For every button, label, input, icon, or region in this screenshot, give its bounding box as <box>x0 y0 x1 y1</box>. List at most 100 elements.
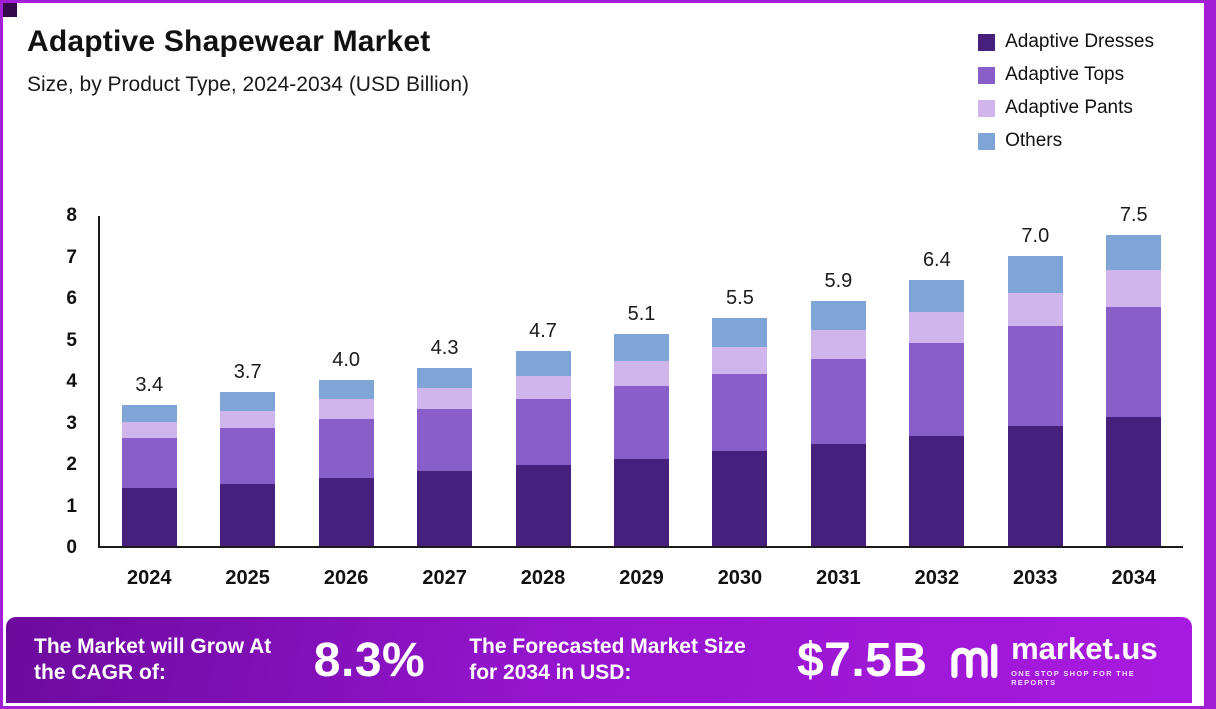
bar-group: 4.3 2027 <box>405 216 485 589</box>
bar-segment-adaptive-dresses <box>121 487 177 546</box>
bar-segment-adaptive-pants <box>121 421 177 439</box>
bar-total-label: 4.7 <box>529 319 557 342</box>
bar-segment-others <box>318 380 374 399</box>
bar-group: 7.0 2033 <box>995 216 1075 589</box>
bar-segment-adaptive-dresses <box>515 465 571 546</box>
bar-segment-adaptive-pants <box>515 375 571 399</box>
bar-group: 4.7 2028 <box>503 216 583 589</box>
bar-segment-adaptive-dresses <box>1106 417 1162 546</box>
y-tick-label: 1 <box>66 495 77 517</box>
stacked-bar <box>318 380 374 546</box>
x-axis-label: 2027 <box>422 567 467 589</box>
page-subtitle: Size, by Product Type, 2024-2034 (USD Bi… <box>27 73 470 96</box>
bar-segment-adaptive-tops <box>417 409 473 472</box>
bar-segment-adaptive-pants <box>1007 292 1063 327</box>
marketus-logo: market.us One Stop Shop For The Reports <box>950 633 1164 687</box>
x-axis-label: 2034 <box>1111 567 1157 589</box>
bar-segment-adaptive-dresses <box>613 458 669 546</box>
bar-segment-adaptive-tops <box>1106 307 1162 418</box>
y-tick-label: 3 <box>66 412 77 434</box>
legend-swatch-icon <box>978 99 996 117</box>
stacked-bar <box>613 334 669 546</box>
stacked-bar <box>712 317 768 546</box>
bar-group: 5.5 2030 <box>700 216 780 589</box>
stacked-bar <box>515 350 571 546</box>
chart-header: Adaptive Shapewear Market Size, by Produ… <box>27 25 847 97</box>
bar-segment-adaptive-tops <box>318 419 374 478</box>
y-tick-label: 0 <box>66 537 77 558</box>
bar-total-label: 7.5 <box>1119 203 1148 226</box>
stacked-bar <box>417 367 473 546</box>
y-axis: 0 1 2 3 4 5 6 7 8 <box>43 205 85 558</box>
legend-label: Adaptive Tops <box>1005 64 1125 85</box>
x-axis-label: 2033 <box>1013 567 1058 589</box>
legend-item: Adaptive Tops <box>978 64 1154 86</box>
bar-segment-adaptive-tops <box>1007 326 1063 426</box>
bar-segment-others <box>515 350 571 376</box>
bar-segment-adaptive-dresses <box>417 471 473 546</box>
bar-segment-adaptive-dresses <box>1007 425 1063 546</box>
bar-group: 5.9 2031 <box>798 216 878 589</box>
stacked-bar <box>220 392 276 546</box>
marketus-logo-text: market.us <box>1011 631 1158 666</box>
y-tick-label: 4 <box>66 371 77 392</box>
x-axis-label: 2029 <box>619 567 664 589</box>
bar-segment-adaptive-pants <box>417 388 473 410</box>
y-tick-label: 6 <box>66 288 77 309</box>
bar-group: 3.4 2024 <box>109 216 189 589</box>
x-axis-label: 2032 <box>914 567 960 589</box>
forecast-label: The Forecasted Market Size for 2034 in U… <box>469 634 746 684</box>
legend-swatch-icon <box>978 33 996 51</box>
legend-item: Adaptive Dresses <box>978 31 1154 53</box>
stacked-bar <box>810 301 866 546</box>
legend-swatch-icon <box>978 132 996 150</box>
bar-segment-others <box>121 404 177 422</box>
bar-group: 4.0 2026 <box>306 216 386 589</box>
bar-group: 5.1 2029 <box>601 216 681 589</box>
chart-legend: Adaptive Dresses Adaptive Tops Adaptive Pa… <box>978 31 1154 152</box>
bar-segment-adaptive-pants <box>613 361 669 387</box>
marketus-logo-textwrap: market.us One Stop Shop For The Reports <box>1011 633 1164 687</box>
legend-label: Others <box>1005 130 1063 151</box>
page-title: Adaptive Shapewear Market <box>27 25 431 58</box>
cagr-label: The Market will Grow At the CAGR of: <box>34 634 272 684</box>
bar-total-label: 6.4 <box>922 249 951 272</box>
legend-swatch-icon <box>978 66 996 84</box>
bar-total-label: 3.4 <box>135 373 164 396</box>
plot-area: 3.4 2024 3.7 2025 4.0 2026 4.3 2027 4.7 2028 5.1 20… <box>98 204 1183 589</box>
bar-segment-adaptive-pants <box>1106 270 1162 308</box>
corner-accent <box>3 3 17 17</box>
legend-label: Adaptive Pants <box>1005 97 1133 118</box>
bar-segment-adaptive-pants <box>220 411 276 428</box>
bar-segment-adaptive-dresses <box>712 450 768 546</box>
bar-group: 7.5 2034 <box>1094 204 1174 589</box>
stacked-bar <box>121 404 177 546</box>
x-axis-label: 2026 <box>323 567 369 589</box>
bar-segment-adaptive-tops <box>909 342 965 437</box>
x-axis-label: 2028 <box>520 567 566 589</box>
bar-segment-adaptive-dresses <box>909 436 965 546</box>
y-tick-label: 8 <box>66 205 77 226</box>
bar-segment-adaptive-tops <box>121 438 177 488</box>
marketus-logo-tagline: One Stop Shop For The Reports <box>1011 669 1136 687</box>
bar-segment-adaptive-tops <box>810 359 866 445</box>
legend-item: Adaptive Pants <box>978 97 1154 119</box>
x-axis-label: 2025 <box>225 567 270 589</box>
forecast-value: $7.5B <box>796 633 928 687</box>
bar-segment-others <box>417 367 473 389</box>
x-axis-label: 2024 <box>126 567 172 589</box>
bar-total-label: 5.9 <box>824 270 853 293</box>
footer-banner: The Market will Grow At the CAGR of: 8.3… <box>6 617 1192 703</box>
bar-segment-others <box>909 280 965 312</box>
bar-segment-adaptive-tops <box>515 398 571 466</box>
stacked-bar <box>909 280 965 546</box>
x-axis-label: 2030 <box>717 567 763 589</box>
bar-total-label: 5.5 <box>726 286 754 309</box>
bar-total-label: 3.7 <box>233 361 262 384</box>
x-axis-label: 2031 <box>816 567 861 589</box>
marketus-logo-icon <box>950 643 997 679</box>
bar-segment-others <box>1106 234 1162 271</box>
cagr-value: 8.3% <box>313 633 426 687</box>
bar-segment-adaptive-tops <box>613 386 669 459</box>
